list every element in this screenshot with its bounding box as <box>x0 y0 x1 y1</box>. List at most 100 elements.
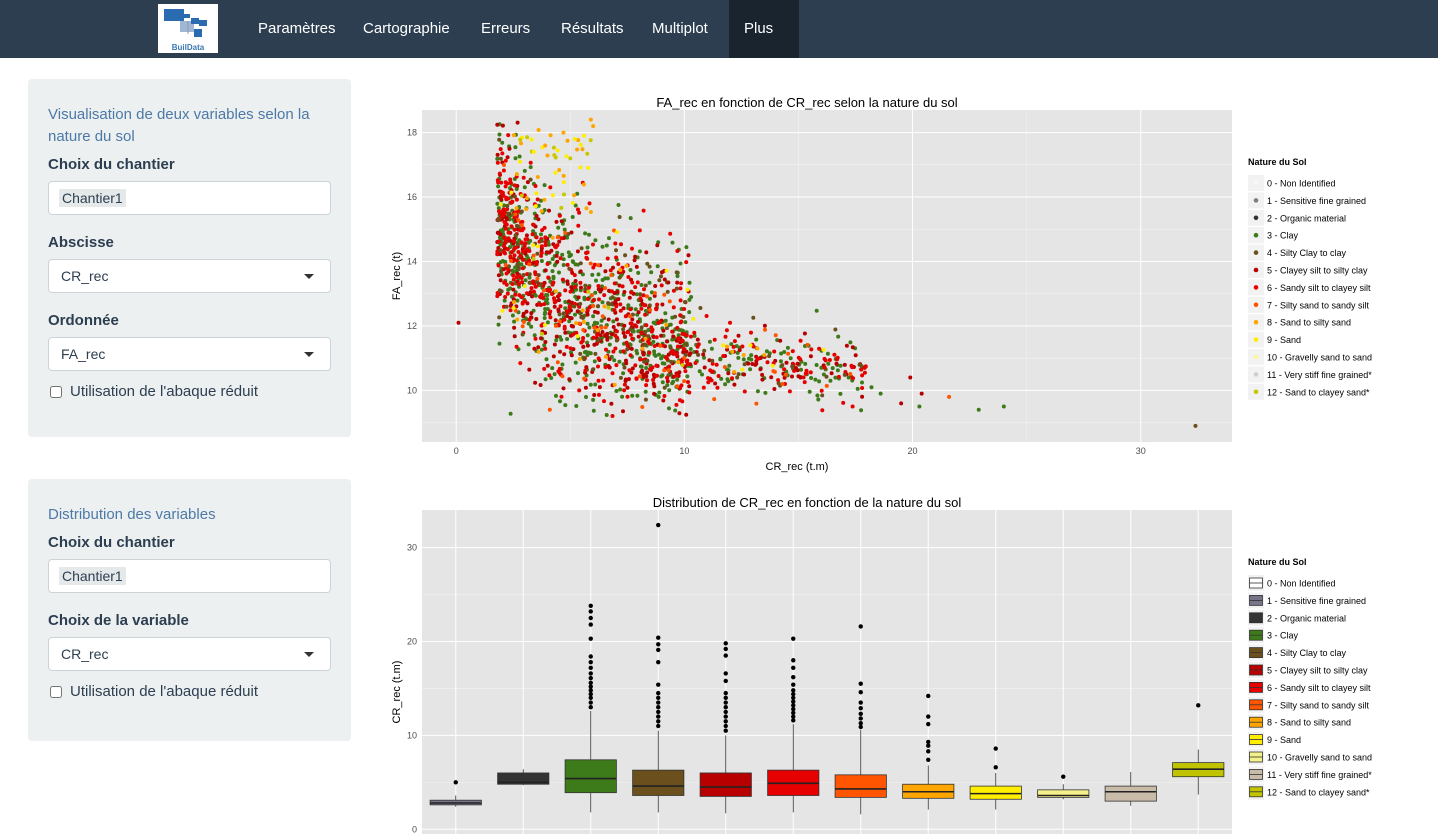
scatter-point <box>899 401 904 406</box>
scatter-point <box>813 377 818 382</box>
scatter-point <box>553 170 558 175</box>
nav-erreurs[interactable]: Erreurs <box>481 20 531 37</box>
logo-text: BuilData <box>171 43 205 52</box>
scatter-point <box>790 374 794 379</box>
scatter-point <box>529 324 534 329</box>
scatter-point <box>842 362 847 367</box>
scatter-point <box>696 352 701 357</box>
scatter-point <box>598 333 603 338</box>
nav-plus-label: Plus <box>744 20 774 37</box>
scatter-point <box>749 357 754 362</box>
scatter-point <box>596 356 601 361</box>
box-body <box>834 774 887 798</box>
scatter-point <box>686 253 691 258</box>
box-body <box>632 769 685 796</box>
scatter-point <box>976 407 981 412</box>
scatter-point <box>516 282 521 287</box>
scatter-point <box>498 147 503 152</box>
abaque-checkbox-label-2[interactable]: Utilisation de l'abaque réduit <box>70 683 258 700</box>
scatter-point <box>527 280 532 285</box>
box-outlier <box>588 609 593 614</box>
scatter-point <box>662 368 667 373</box>
box-outlier <box>858 700 863 705</box>
scatter-point <box>604 243 609 248</box>
box-outlier <box>791 691 796 697</box>
scatter-point <box>616 203 621 207</box>
scatter-point <box>543 268 548 273</box>
nav-cartographie[interactable]: Cartographie <box>363 20 450 37</box>
legend-label: 7 - Silty sand to sandy silt <box>1267 700 1370 710</box>
scatter-point <box>726 368 731 373</box>
scatter-point <box>660 302 665 307</box>
box-outlier <box>1061 774 1066 779</box>
builddata-logo[interactable]: BuilData <box>158 4 218 53</box>
plot-panel <box>422 110 1232 442</box>
abaque-checkbox[interactable] <box>50 385 62 398</box>
ordonnee-select[interactable]: FA_rec <box>48 337 331 371</box>
scatter-point <box>830 366 835 371</box>
scatter-point <box>695 337 700 342</box>
scatter-point <box>577 210 582 215</box>
scatter-point <box>647 280 652 285</box>
box-outlier <box>723 653 728 658</box>
scatter-point <box>591 367 596 372</box>
scatter-point <box>508 308 513 313</box>
scatter-point <box>682 356 687 360</box>
scatter-point <box>497 341 502 346</box>
abaque-checkbox-row-2: Utilisation de l'abaque réduit <box>48 683 331 700</box>
scatter-point <box>502 280 507 285</box>
box-outlier <box>588 691 593 697</box>
scatter-point <box>568 156 573 161</box>
variable-select[interactable]: CR_rec <box>48 637 331 671</box>
abaque-checkbox-label[interactable]: Utilisation de l'abaque réduit <box>70 383 258 400</box>
scatter-point <box>755 356 760 361</box>
scatter-point <box>534 235 539 240</box>
nav-plus-dropdown[interactable]: Plus <box>729 0 799 90</box>
chantier-input-2[interactable]: Chantier1 <box>48 559 331 593</box>
legend-label: 8 - Sand to silty sand <box>1267 318 1351 328</box>
scatter-point <box>692 333 697 338</box>
scatter-point <box>678 261 683 266</box>
abscisse-select[interactable]: CR_rec <box>48 259 331 293</box>
nav-resultats[interactable]: Résultats <box>561 20 624 37</box>
scatter-point <box>684 349 689 354</box>
scatter-point <box>609 302 614 307</box>
panel2-title: Distribution des variables <box>48 506 216 523</box>
scatter-point <box>500 140 505 145</box>
scatter-point <box>607 236 611 241</box>
scatter-point <box>561 263 566 267</box>
chantier-input[interactable]: Chantier1 <box>48 181 331 215</box>
scatter-point <box>635 280 640 285</box>
scatter-point <box>630 366 635 371</box>
scatter-point <box>495 160 500 165</box>
scatter-point <box>646 334 651 339</box>
scatter-point <box>496 216 501 221</box>
scatter-point <box>623 314 628 319</box>
scatter-point <box>627 368 632 373</box>
nav-parametres[interactable]: Paramètres <box>258 20 336 37</box>
scatter-point <box>684 412 689 417</box>
scatter-point <box>497 211 502 215</box>
box-outlier <box>926 714 931 719</box>
scatter-point <box>742 362 747 367</box>
scatter-point <box>704 314 709 318</box>
scatter-point <box>618 387 623 392</box>
nav-multiplot[interactable]: Multiplot <box>652 20 708 37</box>
scatter-point <box>540 145 545 150</box>
scatter-point <box>667 299 672 304</box>
scatter-point <box>542 316 547 320</box>
abaque-checkbox-2[interactable] <box>50 685 62 698</box>
scatter-point <box>563 330 568 335</box>
scatter-point <box>498 242 503 247</box>
scatter-point <box>674 402 679 407</box>
scatter-point <box>654 363 659 368</box>
scatter-point <box>666 368 671 373</box>
scatter-point <box>540 228 545 233</box>
scatter-point <box>643 283 648 288</box>
scatter-point <box>601 378 606 383</box>
scatter-point <box>760 377 765 382</box>
box-outlier <box>791 718 796 723</box>
scatter-point <box>506 211 510 216</box>
scatter-point <box>803 361 808 366</box>
scatter-point <box>522 284 527 289</box>
